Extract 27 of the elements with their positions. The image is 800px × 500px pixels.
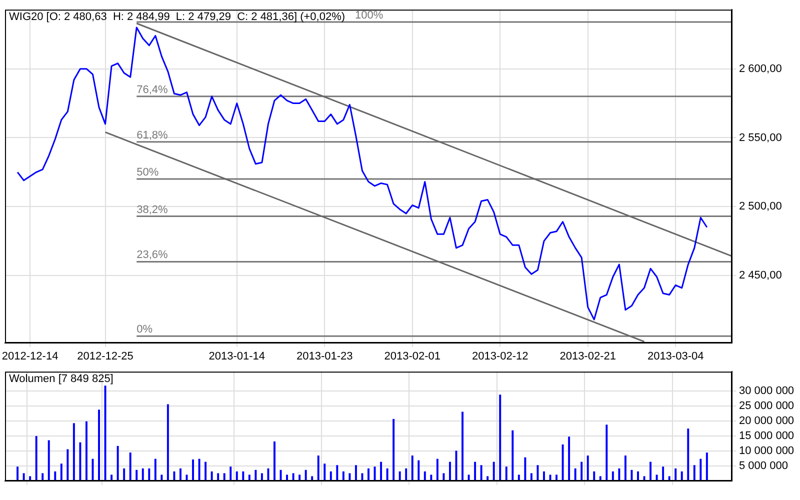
- chart-title: Wolumen [7 849 825]: [9, 373, 114, 386]
- series-label: 61,8%: [136, 129, 168, 142]
- x-tick-label: 2013-03-04: [647, 350, 704, 363]
- chart-title: WIG20 [O: 2 480,63 H: 2 484,99 L: 2 479,29 C: 2 481,36] (+0,02%): [9, 11, 346, 24]
- y-tick-label: 20 000 000: [739, 415, 794, 428]
- series-label: 0%: [136, 324, 153, 336]
- y-tick-label: 2 450,00: [739, 270, 782, 282]
- y-tick-label: 30 000 000: [739, 385, 794, 398]
- x-tick-label: 2013-02-01: [384, 350, 441, 363]
- y-tick-label: 2 600,00: [739, 62, 782, 75]
- y-tick-label: 15 000 000: [739, 430, 794, 442]
- y-tick-label: 2 500,00: [739, 200, 782, 213]
- series-label: 76,4%: [136, 84, 168, 96]
- x-tick-label: 2013-02-12: [472, 350, 528, 363]
- y-tick-label: 5 000 000: [739, 460, 788, 472]
- y-tick-label: 10 000 000: [739, 445, 794, 458]
- series-label: 50%: [136, 166, 159, 179]
- series-label: 38,2%: [136, 204, 168, 216]
- x-tick-label: 2012-12-25: [77, 350, 134, 363]
- series-label: 23,6%: [136, 249, 168, 262]
- y-tick-label: 2 550,00: [739, 132, 782, 144]
- series-label: 100%: [355, 10, 384, 22]
- x-tick-label: 2012-12-14: [2, 350, 58, 363]
- x-tick-label: 2013-02-21: [560, 350, 616, 363]
- y-tick-label: 25 000 000: [739, 400, 794, 412]
- x-tick-label: 2013-01-14: [208, 350, 266, 363]
- x-tick-label: 2013-01-23: [296, 350, 353, 363]
